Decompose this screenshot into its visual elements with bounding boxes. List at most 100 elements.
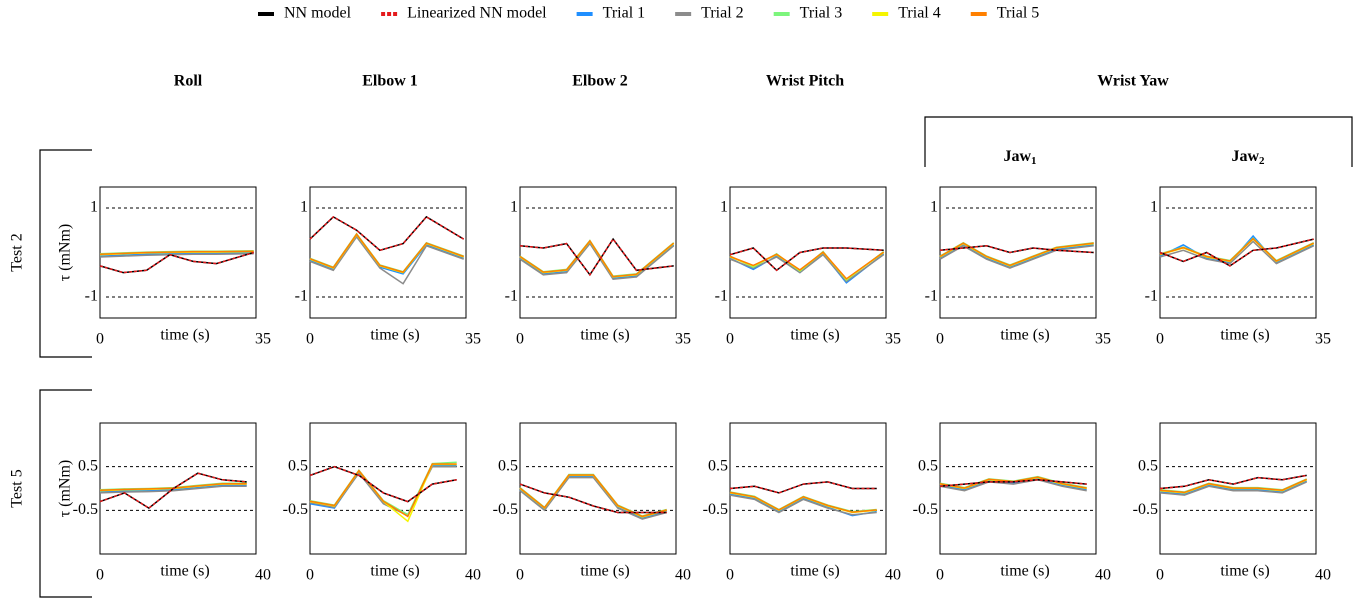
y-tick-label: 1	[1150, 199, 1158, 216]
x-tick-label: 40	[885, 567, 901, 584]
series-line	[1159, 237, 1315, 262]
x-axis-label: time (s)	[1220, 327, 1269, 344]
x-tick-label: 0	[1156, 567, 1164, 584]
x-tick-label: 35	[465, 331, 481, 348]
x-tick-label: 0	[306, 331, 314, 348]
y-tick-label: 0.5	[288, 457, 308, 474]
y-axis-label: τ (mNm)	[57, 460, 74, 518]
column-title: Roll	[174, 73, 203, 90]
series-line	[729, 491, 877, 513]
series-line	[1159, 474, 1307, 490]
x-axis-label: time (s)	[160, 563, 209, 580]
x-tick-label: 0	[936, 567, 944, 584]
series-line	[1159, 480, 1308, 495]
sub-title-text: Jaw	[1231, 148, 1259, 165]
series-line	[1159, 238, 1314, 267]
column-title: Wrist Yaw	[1097, 73, 1169, 90]
y-tick-label: 0.5	[78, 457, 98, 474]
series-line	[519, 237, 674, 277]
y-tick-label: 1	[720, 199, 728, 216]
series-line	[519, 473, 667, 517]
series-line	[519, 237, 674, 277]
series-line	[309, 465, 457, 503]
sub-title-subscript: 2	[1259, 155, 1265, 167]
x-tick-label: 0	[726, 567, 734, 584]
series-line	[519, 474, 667, 518]
series-line	[729, 247, 884, 272]
series-line	[519, 476, 667, 520]
series-line	[729, 493, 877, 517]
bracket	[924, 116, 1353, 167]
x-tick-label: 0	[96, 567, 104, 584]
plot-frame	[99, 186, 257, 319]
sub-title-text: Jaw	[1003, 148, 1031, 165]
series-line	[939, 479, 1087, 492]
y-tick-label: -1	[505, 288, 518, 305]
x-tick-label: 0	[306, 567, 314, 584]
x-tick-label: 35	[885, 331, 901, 348]
x-tick-label: 0	[936, 331, 944, 348]
x-tick-label: 0	[1156, 331, 1164, 348]
row-bracket	[39, 389, 92, 598]
x-tick-label: 0	[516, 331, 524, 348]
x-tick-label: 0	[726, 331, 734, 348]
legend-label: Linearized NN model	[407, 5, 547, 22]
series-line	[99, 485, 247, 494]
series-line	[99, 252, 254, 257]
x-tick-label: 40	[675, 567, 691, 584]
x-axis-label: time (s)	[370, 327, 419, 344]
series-line	[99, 251, 254, 274]
row-bracket	[39, 149, 92, 358]
series-line	[309, 232, 464, 273]
series-line	[99, 472, 247, 510]
x-axis-label: time (s)	[160, 327, 209, 344]
x-tick-label: 40	[255, 567, 271, 584]
y-tick-label: -1	[85, 288, 98, 305]
x-axis-label: time (s)	[580, 327, 629, 344]
series-line	[99, 484, 247, 493]
series-line	[729, 251, 885, 280]
y-tick-label: -1	[295, 288, 308, 305]
row-label: Test 2	[9, 233, 26, 271]
plot-frame	[939, 186, 1097, 319]
legend-label: Trial 4	[898, 5, 941, 22]
series-line	[729, 494, 877, 516]
sub-title-subscript: 1	[1031, 155, 1037, 167]
series-line	[729, 253, 885, 283]
plot-frame	[309, 422, 467, 555]
x-tick-label: 40	[1315, 567, 1331, 584]
plot-frame	[99, 422, 257, 555]
series-line	[939, 245, 1094, 254]
y-tick-label: 1	[300, 199, 308, 216]
x-tick-label: 0	[96, 331, 104, 348]
legend-label: NN model	[284, 5, 352, 22]
column-title: Wrist Pitch	[766, 73, 844, 90]
y-tick-label: 0.5	[708, 457, 728, 474]
series-line	[309, 463, 457, 518]
plot-frame	[939, 422, 1097, 555]
series-line	[729, 491, 877, 513]
legend-label: Trial 2	[701, 5, 744, 22]
sub-title: Jaw1	[1003, 148, 1036, 167]
sub-title: Jaw2	[1231, 148, 1265, 167]
plot-frame	[519, 422, 677, 555]
x-axis-label: time (s)	[1220, 563, 1269, 580]
series-line	[99, 250, 254, 256]
y-tick-label: -0.5	[493, 501, 518, 518]
series-line	[1159, 481, 1308, 496]
series-line	[519, 239, 675, 277]
series-line	[939, 244, 1094, 269]
x-tick-label: 0	[516, 567, 524, 584]
x-axis-label: time (s)	[790, 563, 839, 580]
x-tick-label: 35	[255, 331, 271, 348]
y-tick-label: -1	[925, 288, 938, 305]
y-tick-label: -0.5	[283, 501, 308, 518]
x-axis-label: time (s)	[1000, 327, 1049, 344]
series-line	[939, 478, 1087, 491]
x-tick-label: 35	[1315, 331, 1331, 348]
series-line	[729, 481, 877, 494]
y-tick-label: 0.5	[498, 457, 518, 474]
series-line	[309, 232, 464, 273]
row-label: Test 5	[9, 469, 26, 507]
